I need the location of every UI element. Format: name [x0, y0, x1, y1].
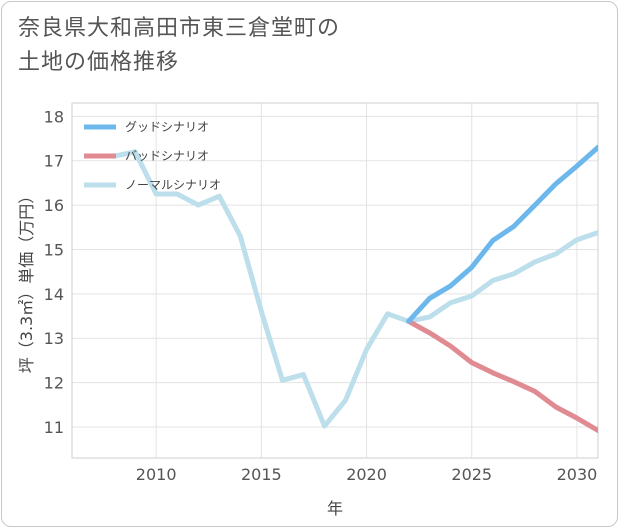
series-line-1: [406, 318, 598, 433]
series-layer: [111, 144, 598, 433]
y-tick-label: 16: [44, 196, 64, 215]
x-axis-label: 年: [327, 499, 343, 518]
plot-frame: [71, 102, 599, 459]
y-axis-label: 坪（3.3㎡）単価（万円）: [17, 188, 36, 373]
grid: [72, 103, 598, 458]
y-tick-label: 11: [44, 418, 64, 437]
x-tick-label: 2010: [136, 465, 177, 484]
y-tick-label: 15: [44, 240, 64, 259]
x-tick-label: 2030: [557, 465, 598, 484]
y-tick-label: 12: [44, 374, 64, 393]
legend-label-2: ノーマルシナリオ: [125, 178, 221, 192]
x-tick-label: 2020: [346, 465, 387, 484]
chart-title: 奈良県大和高田市東三倉堂町の 土地の価格推移: [18, 16, 341, 75]
y-tick-label: 13: [44, 329, 64, 348]
y-tick-label: 18: [44, 107, 64, 126]
legend-label-0: グッドシナリオ: [125, 120, 209, 134]
series-line-2: [111, 149, 598, 429]
x-tick-label: 2015: [241, 465, 282, 484]
series-line-0: [406, 144, 598, 324]
tick-labels: 11 12 13 14 15 16 17 18 2010 2015 2020 2025 2030: [44, 107, 598, 484]
legend-label-1: バッドシナリオ: [125, 149, 209, 163]
y-tick-label: 17: [44, 152, 64, 171]
y-tick-label: 14: [44, 285, 64, 304]
x-tick-label: 2025: [451, 465, 492, 484]
